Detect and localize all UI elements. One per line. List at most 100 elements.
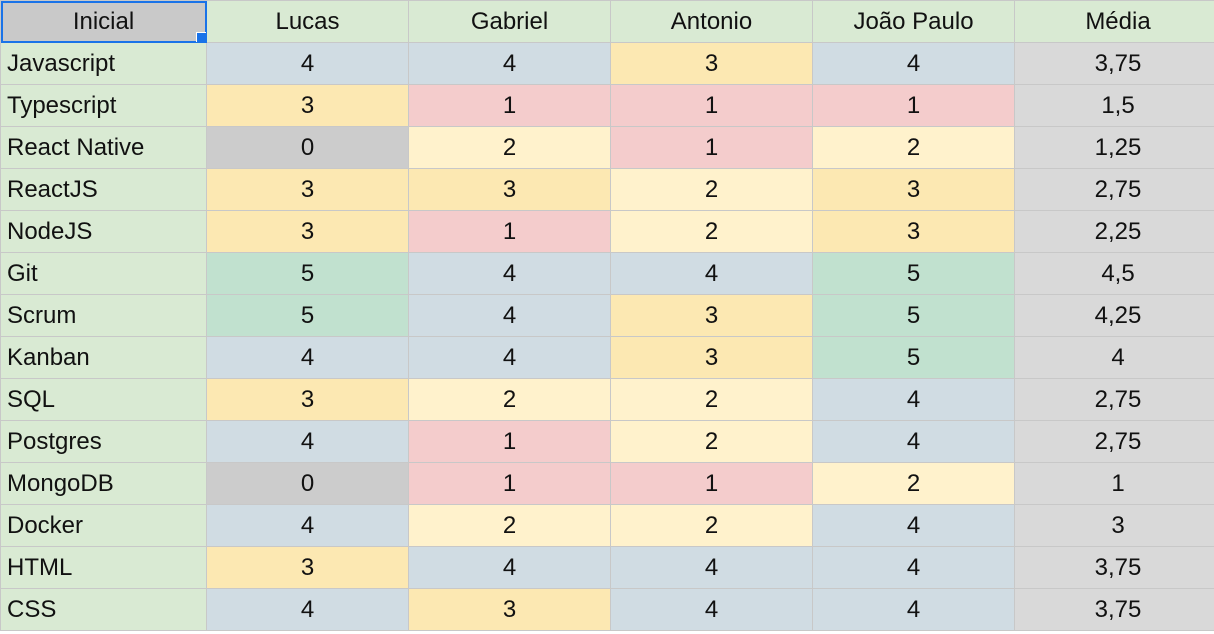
score-cell[interactable]: 1 xyxy=(610,126,813,169)
average-cell[interactable]: 1,5 xyxy=(1014,84,1214,127)
average-cell[interactable]: 2,25 xyxy=(1014,210,1214,253)
skill-cell[interactable]: React Native xyxy=(0,126,207,169)
average-cell[interactable]: 1,25 xyxy=(1014,126,1214,169)
score-cell[interactable]: 3 xyxy=(610,42,813,85)
score-cell[interactable]: 1 xyxy=(610,84,813,127)
table-row: SQL 3 2 2 4 2,75 xyxy=(0,378,1214,421)
score-cell[interactable]: 4 xyxy=(206,42,409,85)
score-cell[interactable]: 2 xyxy=(408,126,611,169)
score-cell[interactable]: 3 xyxy=(812,168,1015,211)
skill-cell[interactable]: Postgres xyxy=(0,420,207,463)
average-cell[interactable]: 3,75 xyxy=(1014,588,1214,631)
skill-cell[interactable]: Javascript xyxy=(0,42,207,85)
score-cell[interactable]: 3 xyxy=(206,210,409,253)
skill-cell[interactable]: HTML xyxy=(0,546,207,589)
score-cell[interactable]: 0 xyxy=(206,462,409,505)
score-cell[interactable]: 3 xyxy=(206,378,409,421)
score-cell[interactable]: 1 xyxy=(408,210,611,253)
score-cell[interactable]: 4 xyxy=(812,42,1015,85)
score-cell[interactable]: 2 xyxy=(610,504,813,547)
score-cell[interactable]: 2 xyxy=(610,210,813,253)
score-cell[interactable]: 2 xyxy=(812,462,1015,505)
score-cell[interactable]: 5 xyxy=(812,336,1015,379)
score-cell[interactable]: 4 xyxy=(812,546,1015,589)
score-cell[interactable]: 1 xyxy=(812,84,1015,127)
average-cell[interactable]: 2,75 xyxy=(1014,378,1214,421)
average-cell[interactable]: 2,75 xyxy=(1014,420,1214,463)
average-cell[interactable]: 1 xyxy=(1014,462,1214,505)
average-cell[interactable]: 3,75 xyxy=(1014,546,1214,589)
average-cell[interactable]: 4,25 xyxy=(1014,294,1214,337)
score-cell[interactable]: 4 xyxy=(812,378,1015,421)
score-cell[interactable]: 1 xyxy=(610,462,813,505)
skill-cell[interactable]: Typescript xyxy=(0,84,207,127)
skill-cell[interactable]: ReactJS xyxy=(0,168,207,211)
table-row: Javascript 4 4 3 4 3,75 xyxy=(0,42,1214,85)
score-cell[interactable]: 3 xyxy=(206,84,409,127)
skill-cell[interactable]: Docker xyxy=(0,504,207,547)
score-cell[interactable]: 3 xyxy=(610,336,813,379)
score-cell[interactable]: 2 xyxy=(610,168,813,211)
score-cell[interactable]: 4 xyxy=(610,252,813,295)
table-row: HTML 3 4 4 4 3,75 xyxy=(0,546,1214,589)
score-cell[interactable]: 4 xyxy=(408,546,611,589)
score-cell[interactable]: 4 xyxy=(610,588,813,631)
score-cell[interactable]: 5 xyxy=(206,252,409,295)
header-cell-gabriel[interactable]: Gabriel xyxy=(408,0,611,43)
header-cell-inicial[interactable]: Inicial xyxy=(0,0,207,43)
skill-cell[interactable]: Scrum xyxy=(0,294,207,337)
table-row: Postgres 4 1 2 4 2,75 xyxy=(0,420,1214,463)
average-cell[interactable]: 2,75 xyxy=(1014,168,1214,211)
skill-cell[interactable]: Git xyxy=(0,252,207,295)
average-cell[interactable]: 3 xyxy=(1014,504,1214,547)
score-cell[interactable]: 2 xyxy=(408,378,611,421)
score-cell[interactable]: 3 xyxy=(206,546,409,589)
score-cell[interactable]: 4 xyxy=(812,504,1015,547)
table-row: Docker 4 2 2 4 3 xyxy=(0,504,1214,547)
score-cell[interactable]: 4 xyxy=(206,336,409,379)
skill-cell[interactable]: Kanban xyxy=(0,336,207,379)
fill-handle[interactable] xyxy=(196,32,206,42)
score-cell[interactable]: 2 xyxy=(610,420,813,463)
score-cell[interactable]: 1 xyxy=(408,84,611,127)
header-cell-lucas[interactable]: Lucas xyxy=(206,0,409,43)
average-cell[interactable]: 4 xyxy=(1014,336,1214,379)
score-cell[interactable]: 0 xyxy=(206,126,409,169)
score-cell[interactable]: 3 xyxy=(206,168,409,211)
score-cell[interactable]: 4 xyxy=(408,294,611,337)
score-cell[interactable]: 4 xyxy=(610,546,813,589)
score-cell[interactable]: 3 xyxy=(408,588,611,631)
score-cell[interactable]: 5 xyxy=(812,252,1015,295)
score-cell[interactable]: 3 xyxy=(610,294,813,337)
header-cell-antonio[interactable]: Antonio xyxy=(610,0,813,43)
average-cell[interactable]: 4,5 xyxy=(1014,252,1214,295)
score-cell[interactable]: 4 xyxy=(206,420,409,463)
score-cell[interactable]: 3 xyxy=(812,210,1015,253)
score-cell[interactable]: 4 xyxy=(812,588,1015,631)
score-cell[interactable]: 2 xyxy=(812,126,1015,169)
score-cell[interactable]: 2 xyxy=(408,504,611,547)
score-cell[interactable]: 1 xyxy=(408,462,611,505)
skill-cell[interactable]: NodeJS xyxy=(0,210,207,253)
skill-cell[interactable]: SQL xyxy=(0,378,207,421)
skill-cell[interactable]: MongoDB xyxy=(0,462,207,505)
skill-cell[interactable]: CSS xyxy=(0,588,207,631)
score-cell[interactable]: 5 xyxy=(206,294,409,337)
table-row: Git 5 4 4 5 4,5 xyxy=(0,252,1214,295)
score-cell[interactable]: 4 xyxy=(408,252,611,295)
score-cell[interactable]: 4 xyxy=(408,336,611,379)
score-cell[interactable]: 4 xyxy=(408,42,611,85)
header-cell-media[interactable]: Média xyxy=(1014,0,1214,43)
average-cell[interactable]: 3,75 xyxy=(1014,42,1214,85)
score-cell[interactable]: 4 xyxy=(206,504,409,547)
score-cell[interactable]: 3 xyxy=(408,168,611,211)
score-cell[interactable]: 1 xyxy=(408,420,611,463)
header-cell-joao-paulo[interactable]: João Paulo xyxy=(812,0,1015,43)
score-cell[interactable]: 4 xyxy=(206,588,409,631)
score-cell[interactable]: 2 xyxy=(610,378,813,421)
table-row: CSS 4 3 4 4 3,75 xyxy=(0,588,1214,631)
score-cell[interactable]: 4 xyxy=(812,420,1015,463)
score-cell[interactable]: 5 xyxy=(812,294,1015,337)
